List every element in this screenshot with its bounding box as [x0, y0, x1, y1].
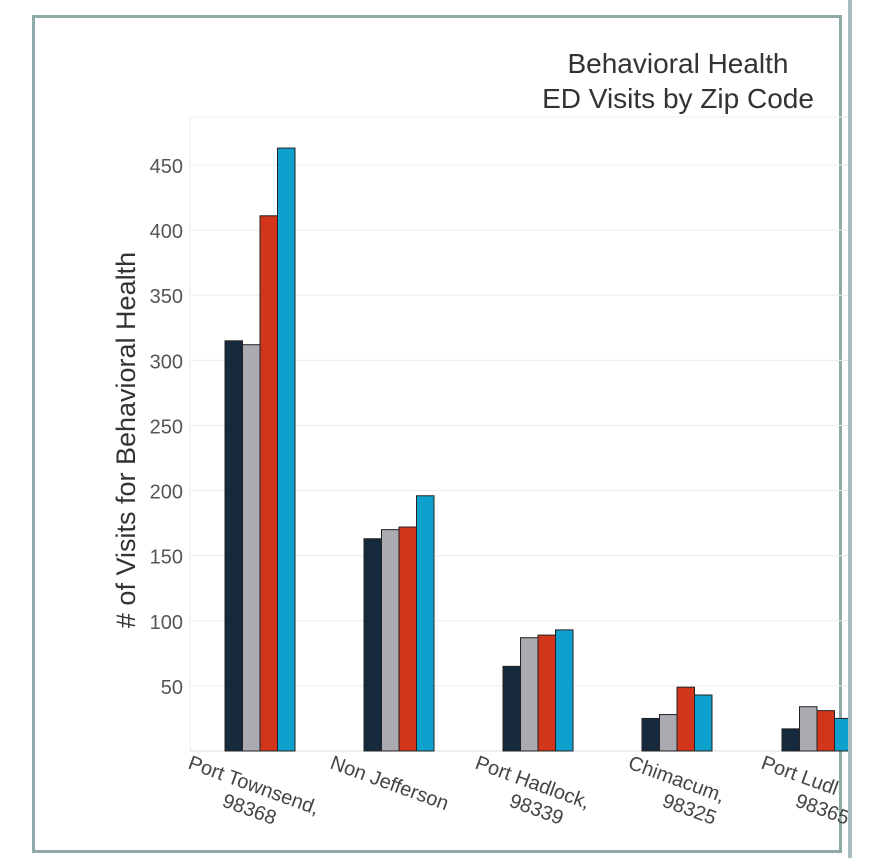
chart-title-line-2: ED Visits by Zip Code — [542, 83, 814, 114]
bar — [641, 717, 660, 752]
y-tick-label: 450 — [150, 156, 183, 178]
x-tick-label: Port Townsend,98368 — [185, 752, 322, 830]
bar — [659, 714, 678, 752]
panel-edge-divider — [848, 0, 852, 858]
chart-title-line-1: Behavioral Health — [567, 48, 788, 79]
bar — [816, 710, 835, 752]
x-tick-label: Non Jefferson — [327, 752, 451, 815]
y-tick-label: 100 — [150, 612, 183, 634]
bar — [799, 706, 818, 752]
y-tick-label: 400 — [150, 221, 183, 243]
grid-lines — [189, 116, 848, 752]
bar — [520, 637, 539, 752]
bar — [277, 147, 296, 752]
bar — [242, 344, 261, 752]
bar — [381, 529, 400, 752]
y-tick-label: 300 — [150, 351, 183, 373]
x-tick-label-line: Non Jefferson — [327, 752, 451, 815]
y-tick-label: 200 — [150, 482, 183, 504]
bar — [363, 538, 382, 752]
y-tick-label: 350 — [150, 286, 183, 308]
bar — [398, 526, 417, 752]
y-axis: 50 100 150 200 250 300 350 400 450 — [150, 156, 183, 699]
bar — [781, 728, 800, 752]
x-axis-labels: Port Townsend,98368 Non Jefferson Port Had… — [185, 752, 848, 830]
y-axis-label: # of Visits for Behavioral Health — [111, 252, 141, 628]
bar — [416, 495, 435, 752]
bar — [555, 629, 574, 752]
bar — [502, 665, 521, 752]
y-tick-label: 250 — [150, 416, 183, 438]
bar — [694, 694, 713, 752]
bar — [676, 686, 695, 752]
bar — [224, 340, 243, 752]
y-tick-label: 150 — [150, 547, 183, 569]
bar — [259, 215, 278, 752]
x-tick-label: Chimacum,98325 — [625, 752, 728, 830]
bar-series — [224, 147, 848, 752]
y-tick-label: 50 — [161, 677, 183, 699]
bar — [537, 634, 556, 752]
bar — [834, 717, 848, 752]
x-tick-label: Port Hadlock,98339 — [472, 752, 592, 830]
